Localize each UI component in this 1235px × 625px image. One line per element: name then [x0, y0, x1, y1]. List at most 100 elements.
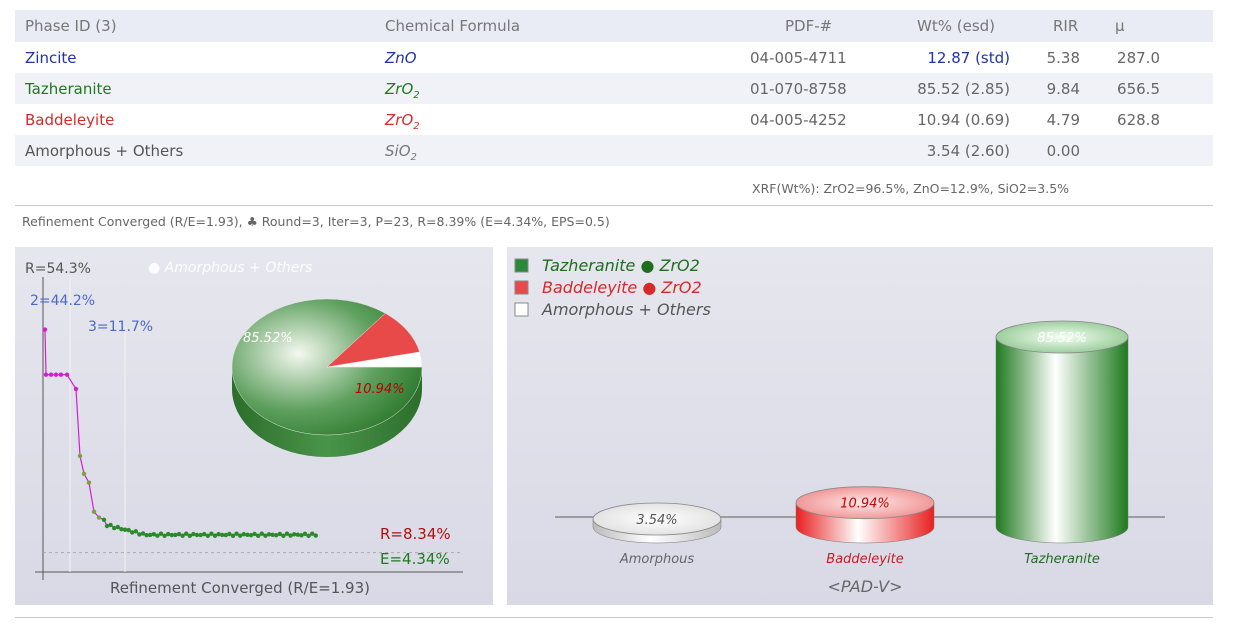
iteration-point	[112, 525, 117, 531]
iteration-point	[212, 533, 218, 538]
table-row[interactable]: Amorphous + Others SiO2 3.54 (2.60) 0.00	[15, 135, 1213, 166]
iteration-point	[169, 532, 174, 538]
iteration-point	[284, 531, 290, 536]
iteration-point	[126, 527, 131, 533]
legend-swatch	[514, 280, 529, 295]
bar-category-label: Tazheranite	[1024, 552, 1100, 567]
header-phase[interactable]: Phase ID (3)	[25, 17, 117, 35]
iteration-point	[202, 531, 207, 537]
iteration-point	[310, 531, 315, 536]
iteration-point	[173, 532, 178, 538]
convergence-panel: R=54.3% 2=44.2% 3=11.7% R=8.34% E=4.34% Refin…	[15, 247, 493, 605]
phase-table: Phase ID (3) Chemical Formula PDF-# Wt% …	[15, 10, 1213, 166]
iteration-point	[252, 531, 257, 537]
iteration-point	[96, 515, 102, 520]
iteration-point	[115, 524, 121, 530]
iteration-point	[122, 527, 128, 532]
iteration-point	[259, 531, 264, 536]
chemical-formula: ZrO2	[385, 111, 420, 132]
round3-label: 3=11.7%	[88, 319, 153, 335]
iteration-point	[91, 509, 97, 514]
pdf-number: 04-005-4252	[750, 111, 847, 129]
rir-value: 0.00	[1046, 142, 1080, 160]
iteration-point	[137, 532, 142, 537]
table-row[interactable]: Tazheranite ZrO2 01-070-8758 85.52 (2.85) 9.…	[15, 73, 1213, 104]
legend-label-amorphous-others: Amorphous + Others	[541, 300, 711, 319]
iteration-point	[158, 531, 164, 536]
chemical-formula: ZnO	[385, 49, 417, 67]
pdf-number: 01-070-8758	[750, 80, 847, 98]
iteration-point	[216, 531, 221, 537]
bar-top-baddeleyite	[795, 486, 935, 520]
legend-label-tazheranite: Tazheranite ● ZrO2	[542, 256, 700, 275]
iteration-point	[155, 533, 160, 538]
divider	[15, 205, 1213, 206]
iteration-point	[245, 532, 250, 538]
pie-label-tazheranite: 85.52%	[243, 331, 293, 346]
iteration-point	[256, 533, 261, 539]
header-formula[interactable]: Chemical Formula	[385, 17, 521, 35]
e-end-label: E=4.34%	[380, 550, 450, 568]
weight-percent: 85.52 (2.85)	[917, 80, 1010, 98]
iteration-point	[299, 533, 304, 538]
iteration-point	[281, 533, 286, 539]
iteration-point	[58, 372, 64, 377]
table-row[interactable]: Baddeleyite ZrO2 04-005-4252 10.94 (0.69) 4.…	[15, 104, 1213, 135]
weight-percent: 12.87 (std)	[927, 49, 1010, 67]
iteration-point	[144, 532, 149, 538]
iteration-point	[274, 533, 279, 538]
rir-value: 5.38	[1046, 49, 1080, 67]
iteration-point	[277, 531, 282, 537]
iteration-point	[73, 386, 79, 392]
iteration-point	[227, 531, 232, 537]
iteration-point	[180, 533, 185, 538]
bar-value-label: 85.52%	[1037, 331, 1087, 346]
iteration-point	[292, 532, 297, 537]
phase-bar-chart: Tazheranite ● ZrO2 Baddeleyite ● ZrO2 Amor…	[514, 256, 1165, 596]
iteration-point	[86, 480, 92, 485]
legend-swatch	[514, 302, 529, 317]
iteration-point	[81, 471, 87, 476]
iteration-point	[104, 523, 110, 529]
legend-swatch	[514, 258, 529, 273]
mu-value: 628.8	[1117, 111, 1160, 129]
legend-label-baddeleyite: Baddeleyite ● ZrO2	[542, 278, 702, 297]
table-row[interactable]: Zincite ZnO 04-005-4711 12.87 (std) 5.38 287.…	[15, 42, 1213, 73]
r-end-label: R=8.34%	[380, 525, 451, 543]
header-mu[interactable]: µ	[1115, 17, 1125, 35]
iteration-point	[266, 532, 272, 537]
chemical-formula: SiO2	[385, 142, 417, 163]
mu-value: 287.0	[1117, 49, 1160, 67]
iteration-point	[151, 531, 156, 537]
iteration-point	[64, 372, 70, 377]
iteration-point	[223, 532, 228, 538]
iteration-point	[248, 532, 254, 538]
phase-bar-panel: Tazheranite ● ZrO2 Baddeleyite ● ZrO2 Amor…	[507, 247, 1213, 605]
pie-side	[232, 367, 422, 457]
xrf-summary: XRF(Wt%): ZrO2=96.5%, ZnO=12.9%, SiO2=3.…	[752, 181, 1070, 196]
bar-category-label: Baddeleyite	[826, 552, 903, 567]
pie-slice-baddeleyite	[326, 313, 420, 368]
header-pdf[interactable]: PDF-#	[785, 17, 833, 35]
pie-slice-amorphous-others	[326, 351, 423, 368]
bar-top-amorphous	[592, 502, 722, 536]
header-wt[interactable]: Wt% (esd)	[917, 17, 996, 35]
iteration-point	[184, 531, 189, 536]
rir-value: 9.84	[1046, 80, 1080, 98]
amorphous-faded-label: ● Amorphous + Others	[148, 260, 312, 276]
bottom-divider	[15, 617, 1213, 618]
r-start-label: R=54.3%	[25, 261, 91, 277]
iteration-point	[230, 533, 236, 539]
bar-value-label: 10.94%	[840, 497, 890, 512]
convergence-chart: R=54.3% 2=44.2% 3=11.7% R=8.34% E=4.34% Refin…	[25, 260, 463, 597]
refinement-status: Refinement Converged (R/E=1.93), ♣ Round…	[22, 214, 610, 229]
iteration-point	[313, 533, 318, 538]
mu-value: 656.5	[1117, 80, 1160, 98]
phase-name: Zincite	[25, 49, 77, 67]
iteration-point	[166, 531, 171, 537]
header-rir[interactable]: RIR	[1053, 17, 1079, 35]
iteration-point	[42, 327, 48, 332]
iteration-point	[140, 531, 146, 536]
chart-footer: <PAD-V>	[828, 577, 903, 596]
iteration-point	[176, 531, 182, 537]
